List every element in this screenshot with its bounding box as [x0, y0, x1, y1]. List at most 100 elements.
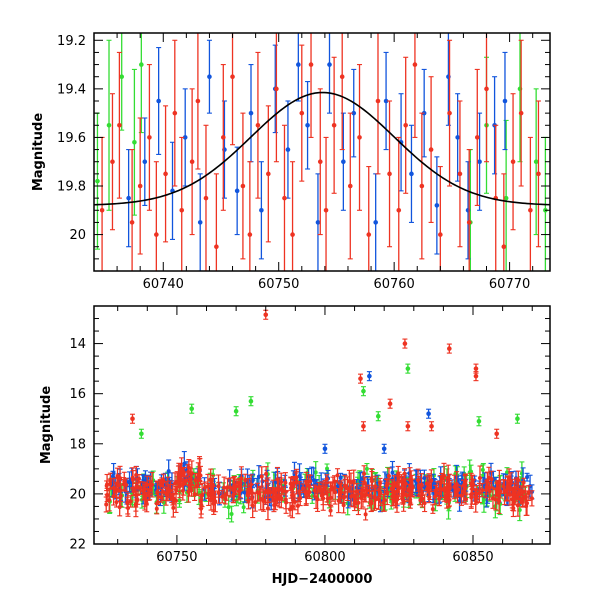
- y-tick-label: 22: [69, 538, 86, 553]
- y-tick-label: 19.2: [57, 34, 86, 49]
- red-data-point: [360, 480, 366, 501]
- green-data-point: [131, 68, 137, 216]
- red-data-point: [272, 488, 278, 511]
- microlensing-model-curve: [94, 91, 550, 206]
- blue-data-point: [373, 173, 379, 271]
- red-data-point: [500, 479, 506, 494]
- red-outlier-point: [405, 421, 411, 432]
- red-data-point: [146, 64, 152, 211]
- red-data-point: [444, 476, 450, 502]
- red-data-point: [366, 166, 372, 271]
- red-outlier-point: [387, 398, 393, 409]
- blue-data-point: [126, 149, 132, 248]
- red-data-point: [366, 484, 372, 507]
- y-tick-label: 19.8: [57, 180, 86, 195]
- y-tick-label: 16: [69, 387, 86, 402]
- red-data-point: [158, 491, 164, 503]
- red-data-point: [159, 477, 165, 487]
- red-data-point: [338, 480, 344, 497]
- red-data-point: [103, 496, 109, 513]
- red-data-point: [236, 482, 242, 501]
- y-tick-label: 20: [69, 487, 86, 502]
- red-data-point: [501, 173, 507, 271]
- red-data-point: [483, 481, 489, 499]
- red-data-point: [325, 491, 331, 506]
- blue-data-point: [502, 51, 508, 151]
- red-outlier-point: [357, 373, 363, 384]
- red-data-point: [401, 488, 407, 502]
- blue-data-point: [311, 467, 317, 493]
- blue-data-point: [285, 100, 291, 199]
- blue-data-point: [182, 88, 188, 187]
- blue-data-point: [524, 472, 530, 482]
- red-data-point: [259, 466, 265, 487]
- red-data-point: [256, 486, 262, 501]
- blue-outlier-point: [426, 408, 432, 419]
- red-data-point: [109, 93, 115, 231]
- red-data-point: [181, 466, 187, 484]
- red-data-point: [323, 136, 329, 271]
- red-data-point: [227, 477, 233, 498]
- red-data-point: [394, 486, 400, 513]
- red-data-point: [163, 105, 169, 243]
- blue-outlier-point: [322, 443, 328, 454]
- red-data-point: [294, 468, 300, 495]
- zoom-panel-data: [94, 33, 548, 271]
- blue-data-point: [206, 39, 212, 114]
- red-data-point: [273, 33, 279, 163]
- red-data-point: [188, 474, 194, 484]
- red-data-point: [300, 483, 306, 494]
- red-data-point: [457, 100, 463, 248]
- red-data-point: [347, 112, 353, 260]
- red-data-point: [455, 487, 461, 504]
- red-data-point: [125, 499, 131, 517]
- blue-data-point: [315, 173, 321, 271]
- y-tick-label: 14: [69, 337, 86, 352]
- blue-data-point: [408, 124, 414, 223]
- blue-data-point: [455, 93, 461, 182]
- red-data-point: [518, 493, 524, 505]
- full-panel-data: [103, 309, 535, 523]
- red-data-point: [255, 51, 261, 199]
- red-data-point: [210, 474, 216, 496]
- red-data-point: [198, 495, 204, 515]
- red-outlier-point: [263, 309, 269, 320]
- blue-data-point: [166, 459, 172, 483]
- red-outlier-point: [129, 413, 135, 424]
- green-outlier-point: [375, 411, 381, 422]
- red-data-point: [335, 468, 341, 483]
- red-outlier-point: [360, 421, 366, 432]
- red-data-point: [419, 112, 425, 260]
- red-data-point: [172, 39, 178, 187]
- x-tick-label: 60800: [304, 550, 345, 565]
- red-data-point: [249, 491, 255, 506]
- red-outlier-point: [402, 338, 408, 349]
- blue-data-point: [305, 81, 311, 170]
- green-data-point: [106, 39, 112, 211]
- red-data-point: [265, 483, 271, 502]
- red-data-point: [339, 33, 345, 151]
- blue-outlier-point: [381, 443, 387, 454]
- red-data-point: [428, 76, 434, 223]
- red-data-point: [318, 485, 324, 495]
- red-data-point: [153, 161, 159, 271]
- green-data-point: [138, 33, 144, 134]
- red-data-point: [529, 490, 535, 507]
- red-data-point: [247, 161, 253, 271]
- x-tick-label: 60760: [373, 277, 414, 292]
- red-data-point: [342, 474, 348, 497]
- red-data-point: [203, 124, 209, 271]
- red-data-point: [220, 64, 226, 211]
- red-data-point: [195, 33, 201, 170]
- red-data-point: [396, 136, 402, 271]
- red-data-point: [357, 64, 363, 211]
- red-data-point: [106, 488, 112, 512]
- y-tick-label: 19.4: [57, 82, 86, 97]
- full-panel-y-axis-label: Magnitude: [39, 386, 54, 465]
- red-data-point: [115, 477, 121, 493]
- zoom-panel-ticks: 60740 60750 60760 60770 19.2 19.4 19.6 19.8 20: [57, 33, 550, 292]
- red-data-point: [527, 136, 533, 271]
- green-outlier-point: [138, 428, 144, 439]
- red-data-point: [299, 44, 305, 182]
